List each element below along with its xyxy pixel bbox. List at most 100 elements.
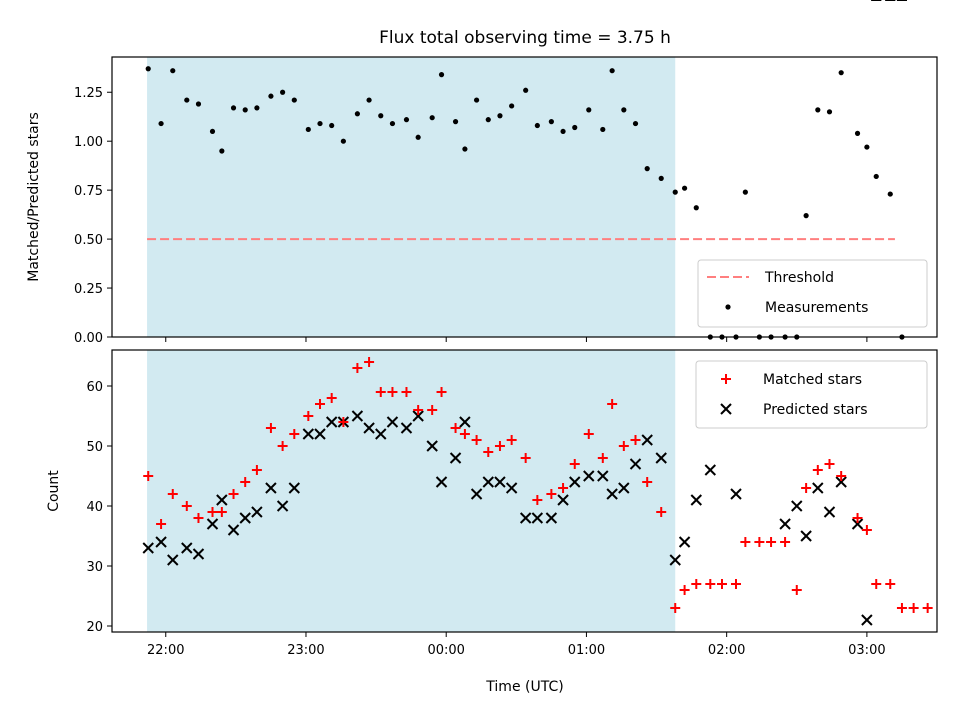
measurement-point bbox=[838, 70, 844, 76]
matched-point bbox=[494, 441, 505, 451]
predicted-stroke bbox=[192, 548, 205, 560]
matched-point bbox=[908, 603, 919, 613]
matched-point bbox=[265, 423, 276, 433]
predicted-stroke bbox=[791, 500, 803, 512]
count-y-tick-label: 60 bbox=[86, 380, 103, 395]
predicted-point bbox=[730, 488, 742, 500]
predicted-stroke bbox=[181, 542, 193, 554]
predicted-point bbox=[227, 524, 240, 536]
predicted-point bbox=[704, 464, 717, 476]
measurement-point bbox=[621, 107, 627, 113]
matched-point bbox=[836, 471, 847, 481]
measurement-point bbox=[693, 205, 699, 211]
predicted-point bbox=[519, 512, 532, 524]
predicted-point bbox=[276, 500, 289, 512]
predicted-point bbox=[569, 476, 581, 488]
matched-point bbox=[436, 387, 447, 397]
measurement-point bbox=[523, 87, 529, 93]
predicted-stroke bbox=[519, 512, 532, 524]
predicted-stroke bbox=[851, 518, 864, 530]
matched-point bbox=[885, 579, 896, 589]
x-tick-label: 23:00 bbox=[287, 643, 324, 658]
measurement-point bbox=[473, 97, 480, 103]
predicted-stroke bbox=[583, 470, 595, 482]
ratio-x-ticks bbox=[165, 337, 868, 342]
predicted-point bbox=[459, 416, 471, 428]
matched-point bbox=[387, 387, 398, 397]
predicted-point bbox=[288, 482, 301, 494]
legend-measurements-swatch bbox=[725, 304, 731, 310]
predicted-stroke bbox=[239, 512, 251, 524]
predicted-stroke bbox=[167, 554, 179, 566]
predicted-point bbox=[629, 458, 642, 470]
matched-point bbox=[326, 393, 337, 403]
matched-point bbox=[352, 363, 363, 373]
predicted-stroke bbox=[227, 524, 240, 536]
predicted-point bbox=[239, 512, 251, 524]
predicted-point bbox=[375, 428, 387, 440]
matched-point bbox=[303, 411, 314, 421]
x-tick-label: 22:00 bbox=[147, 643, 184, 658]
predicted-stroke bbox=[288, 482, 301, 494]
predicted-point bbox=[812, 482, 824, 494]
predicted-stroke bbox=[812, 482, 824, 494]
predicted-point bbox=[851, 518, 864, 530]
predicted-point bbox=[557, 494, 569, 506]
predicted-point bbox=[531, 512, 544, 524]
measurement-point bbox=[184, 97, 190, 103]
measurement-point bbox=[887, 191, 893, 197]
ratio-y-tick-label: 0.50 bbox=[74, 233, 103, 248]
count-y-tick-label: 40 bbox=[86, 500, 103, 515]
predicted-stroke bbox=[276, 500, 289, 512]
measurement-point bbox=[873, 173, 879, 180]
measurement-point bbox=[242, 107, 248, 113]
ratio-y-tick-label: 1.25 bbox=[74, 86, 103, 101]
predicted-stroke bbox=[470, 488, 483, 500]
matched-point bbox=[705, 579, 716, 589]
matched-point bbox=[251, 465, 262, 475]
predicted-point bbox=[363, 422, 375, 434]
predicted-stroke bbox=[435, 476, 448, 488]
measurement-point bbox=[438, 72, 445, 78]
measurement-point bbox=[230, 105, 237, 111]
predicted-stroke bbox=[375, 428, 387, 440]
predicted-point bbox=[400, 422, 413, 434]
predicted-stroke bbox=[835, 476, 847, 488]
measurement-point bbox=[600, 126, 606, 133]
matched-point bbox=[338, 417, 349, 427]
predicted-point bbox=[314, 428, 326, 440]
chart-title: Flux total observing time = 3.75 h bbox=[379, 28, 671, 48]
matched-point bbox=[546, 489, 557, 499]
measurement-point bbox=[485, 117, 491, 123]
matched-point bbox=[207, 507, 218, 517]
predicted-stroke bbox=[351, 410, 364, 422]
predicted-point bbox=[641, 434, 653, 446]
predicted-stroke bbox=[861, 614, 873, 626]
matched-point bbox=[716, 579, 727, 589]
predicted-point bbox=[449, 452, 462, 464]
measurement-point bbox=[329, 122, 335, 129]
measurement-point bbox=[145, 66, 151, 72]
matched-point bbox=[240, 477, 251, 487]
predicted-stroke bbox=[545, 512, 558, 524]
predicted-stroke bbox=[142, 542, 154, 554]
measurement-point bbox=[378, 113, 384, 119]
predicted-stroke bbox=[302, 428, 315, 440]
legend-matched-swatch bbox=[721, 374, 731, 384]
matched-point bbox=[801, 483, 812, 493]
matched-point bbox=[812, 465, 823, 475]
matched-point bbox=[277, 441, 288, 451]
predicted-point bbox=[800, 530, 812, 542]
predicted-point bbox=[302, 428, 315, 440]
predicted-stroke bbox=[557, 494, 569, 506]
matched-point bbox=[896, 603, 907, 613]
matched-point bbox=[471, 435, 482, 445]
predicted-stroke bbox=[597, 470, 609, 482]
measurement-point bbox=[803, 213, 809, 219]
matched-point bbox=[483, 447, 494, 457]
predicted-point bbox=[606, 488, 618, 500]
predicted-stroke bbox=[569, 476, 581, 488]
matched-point bbox=[670, 603, 681, 613]
predicted-stroke bbox=[449, 452, 462, 464]
measurement-point bbox=[389, 120, 396, 127]
